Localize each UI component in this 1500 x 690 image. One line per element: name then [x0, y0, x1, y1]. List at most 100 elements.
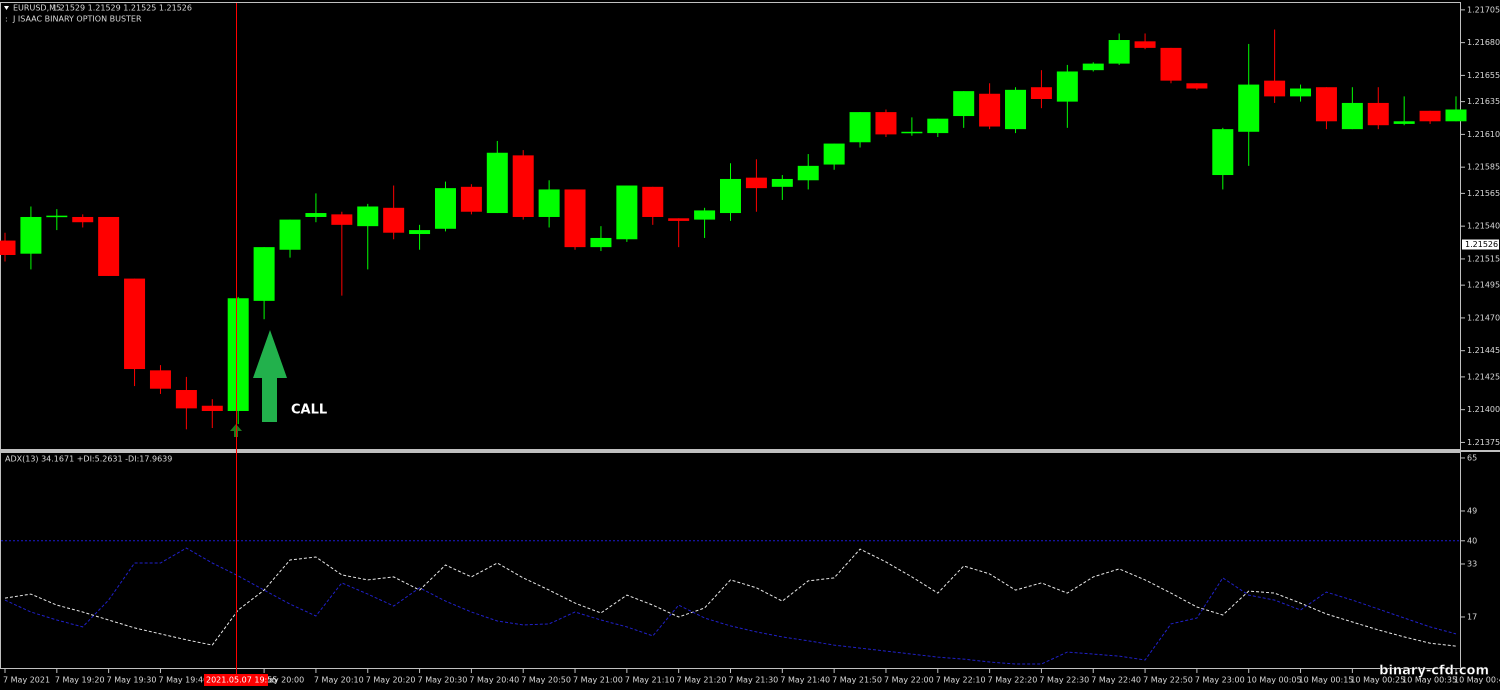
candle-body — [1290, 88, 1312, 97]
candle-body — [1108, 40, 1130, 64]
candle-body — [279, 219, 301, 250]
x-tick-label: 7 May 19:30 — [107, 676, 157, 685]
candle-body — [849, 112, 871, 143]
candle-body — [1238, 84, 1260, 132]
y-tick-label: 33 — [1467, 559, 1477, 568]
candle-body — [1212, 129, 1234, 176]
candle-body — [124, 278, 146, 370]
candle-body — [46, 215, 68, 218]
x-tick-label: 7 May 21:10 — [625, 676, 675, 685]
candle-body — [953, 91, 975, 117]
last-price-box — [1462, 239, 1499, 250]
call-arrow — [253, 330, 287, 422]
candle-body — [1030, 87, 1052, 100]
y-tick-label: 1.21680 — [1467, 38, 1500, 47]
candle-body — [383, 207, 405, 233]
y-tick-label: 1.21610 — [1467, 130, 1500, 139]
candle-body — [642, 186, 664, 217]
x-tick-label: 7 May 20:30 — [418, 676, 468, 685]
x-tick-label: May 20:00 — [262, 676, 304, 685]
y-tick-label: 1.21375 — [1467, 438, 1500, 447]
collapse-icon — [4, 6, 9, 10]
candle-body — [745, 177, 767, 189]
x-tick-label: 7 May 20:10 — [314, 676, 364, 685]
candle-body — [1186, 83, 1208, 89]
y-tick-label: 1.21400 — [1467, 405, 1500, 414]
x-tick-label: 10 May 00:15 — [1299, 676, 1354, 685]
x-tick-label: 7 May 21:20 — [677, 676, 727, 685]
watermark: binary-cfd.com — [1379, 664, 1489, 679]
y-tick-label: 1.21540 — [1467, 222, 1500, 231]
y-tick-label: 1.21445 — [1467, 346, 1500, 355]
y-tick-label: 1.21585 — [1467, 163, 1500, 172]
price-panel-frame — [0, 2, 1461, 450]
symbol-title: EURUSD,M5 — [13, 4, 61, 13]
candle-body — [1056, 71, 1078, 102]
candle-body — [0, 240, 16, 255]
candle-body — [201, 405, 223, 411]
candle-body — [875, 112, 897, 135]
crosshair-label: 2021.05.07 19:55 — [206, 676, 277, 685]
candle-body — [720, 178, 741, 214]
x-tick-label: 10 May 00:45 — [1454, 676, 1500, 685]
candle-body — [409, 230, 431, 235]
candle-body — [797, 165, 819, 181]
x-tick-label: 7 May 20:40 — [469, 676, 519, 685]
x-tick-label: 7 May 21:30 — [729, 676, 779, 685]
candle-body — [694, 210, 716, 220]
x-tick-label: 7 May 20:20 — [366, 676, 416, 685]
candle-body — [1134, 41, 1156, 48]
candle-body — [1160, 47, 1182, 81]
x-tick-label: 7 May 23:00 — [1195, 676, 1245, 685]
x-tick-label: 7 May 22:20 — [988, 676, 1038, 685]
candle-body — [72, 216, 94, 223]
candle-body — [460, 186, 482, 212]
indicator-name: J ISAAC BINARY OPTION BUSTER — [12, 15, 142, 24]
candle-body — [1419, 110, 1441, 122]
x-tick-label: 7 May 22:40 — [1091, 676, 1141, 685]
x-tick-label: 10 May 00:35 — [1402, 676, 1457, 685]
last-price-label: 1.21526 — [1465, 240, 1498, 249]
indicator-line — [4, 547, 1457, 665]
candle-body — [1005, 89, 1027, 130]
y-tick-label: 17 — [1467, 612, 1477, 621]
candle-body — [1393, 121, 1415, 124]
y-tick-label: 1.21495 — [1467, 281, 1500, 290]
crosshair-label-bg — [204, 674, 268, 686]
x-tick-label: 7 May 19:20 — [55, 676, 105, 685]
symbol-quote: 1.21529 1.21529 1.21525 1.21526 — [52, 4, 192, 13]
candle-body — [564, 189, 586, 248]
x-tick-label: 7 May 22:00 — [884, 676, 934, 685]
y-tick-label: 40 — [1467, 536, 1477, 545]
x-tick-label: 10 May 00:25 — [1350, 676, 1405, 685]
candle-body — [901, 131, 923, 134]
x-tick-label: 7 May 20:50 — [521, 676, 571, 685]
y-tick-label: 1.21655 — [1467, 71, 1500, 80]
plot-layer: 1.21705 1.21680 1.21655 1.21635 1.21610 1.215… — [0, 5, 1500, 685]
candle-body — [1082, 63, 1104, 71]
candle-body — [668, 218, 690, 221]
x-tick-label: 7 May 21:00 — [573, 676, 623, 685]
candle-body — [486, 152, 508, 214]
candle-body — [175, 390, 197, 409]
y-tick-label: 65 — [1467, 453, 1477, 462]
y-tick-label: 1.21515 — [1467, 254, 1500, 263]
candle-body — [771, 178, 793, 187]
candle-body — [1367, 102, 1389, 126]
candle-body — [538, 189, 560, 217]
y-tick-label: 49 — [1467, 506, 1477, 515]
indicator-line — [4, 548, 1457, 647]
candle-body — [20, 216, 42, 254]
candle-body — [1315, 87, 1337, 122]
candle-body — [149, 370, 171, 389]
candle-body — [616, 185, 638, 240]
candle-body — [305, 213, 327, 217]
candle-body — [590, 237, 612, 248]
x-tick-label: 7 May 22:30 — [1039, 676, 1089, 685]
y-tick-label: 1.21635 — [1467, 97, 1500, 106]
candle-body — [823, 143, 845, 165]
candle-body — [227, 298, 249, 411]
x-tick-label: 7 May 21:50 — [832, 676, 882, 685]
